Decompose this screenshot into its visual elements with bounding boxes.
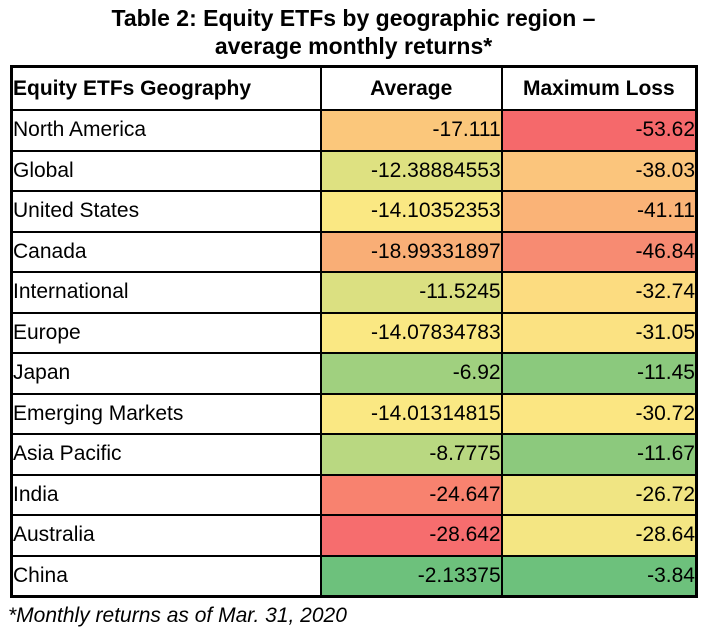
equity-etf-table: Equity ETFs Geography Average Maximum Lo… (10, 65, 698, 598)
max-loss-cell: -38.03 (500, 149, 698, 192)
max-loss-cell: -53.62 (500, 109, 698, 152)
max-loss-cell: -41.11 (500, 190, 698, 233)
table-row: North America -17.111 -53.62 (10, 109, 698, 152)
region-cell: North America (10, 109, 322, 152)
footnote: *Monthly returns as of Mar. 31, 2020 (8, 604, 347, 627)
table-title-line1: Table 2: Equity ETFs by geographic regio… (111, 5, 596, 31)
region-cell: India (10, 473, 322, 516)
table-row: Europe -14.07834783 -31.05 (10, 311, 698, 354)
max-loss-cell: -28.64 (500, 514, 698, 557)
header-average: Average (319, 65, 503, 111)
table-row: International -11.5245 -32.74 (10, 271, 698, 314)
average-cell: -6.92 (319, 352, 503, 395)
region-cell: China (10, 554, 322, 598)
average-cell: -24.647 (319, 473, 503, 516)
table-title: Table 2: Equity ETFs by geographic regio… (0, 0, 707, 60)
max-loss-cell: -30.72 (500, 392, 698, 435)
region-cell: United States (10, 190, 322, 233)
region-cell: Europe (10, 311, 322, 354)
table-row: Japan -6.92 -11.45 (10, 352, 698, 395)
average-cell: -14.01314815 (319, 392, 503, 435)
header-row: Equity ETFs Geography Average Maximum Lo… (10, 65, 698, 111)
header-maximum-loss: Maximum Loss (500, 65, 698, 111)
average-cell: -28.642 (319, 514, 503, 557)
table-row: Global -12.38884553 -38.03 (10, 149, 698, 192)
table-title-line2: average monthly returns* (214, 33, 493, 59)
average-cell: -11.5245 (319, 271, 503, 314)
table-row: Emerging Markets -14.01314815 -30.72 (10, 392, 698, 435)
average-cell: -14.07834783 (319, 311, 503, 354)
table-row: Australia -28.642 -28.64 (10, 514, 698, 557)
region-cell: Japan (10, 352, 322, 395)
region-cell: Global (10, 149, 322, 192)
table-row: Canada -18.99331897 -46.84 (10, 230, 698, 273)
average-cell: -17.111 (319, 109, 503, 152)
max-loss-cell: -26.72 (500, 473, 698, 516)
max-loss-cell: -3.84 (500, 554, 698, 598)
average-cell: -2.13375 (319, 554, 503, 598)
average-cell: -8.7775 (319, 433, 503, 476)
max-loss-cell: -46.84 (500, 230, 698, 273)
table-row: India -24.647 -26.72 (10, 473, 698, 516)
region-cell: Canada (10, 230, 322, 273)
max-loss-cell: -11.67 (500, 433, 698, 476)
region-cell: International (10, 271, 322, 314)
table-row: China -2.13375 -3.84 (10, 554, 698, 598)
average-cell: -12.38884553 (319, 149, 503, 192)
average-cell: -18.99331897 (319, 230, 503, 273)
max-loss-cell: -32.74 (500, 271, 698, 314)
header-geography: Equity ETFs Geography (10, 65, 322, 111)
region-cell: Asia Pacific (10, 433, 322, 476)
table-row: United States -14.10352353 -41.11 (10, 190, 698, 233)
region-cell: Australia (10, 514, 322, 557)
max-loss-cell: -31.05 (500, 311, 698, 354)
max-loss-cell: -11.45 (500, 352, 698, 395)
average-cell: -14.10352353 (319, 190, 503, 233)
region-cell: Emerging Markets (10, 392, 322, 435)
table-row: Asia Pacific -8.7775 -11.67 (10, 433, 698, 476)
